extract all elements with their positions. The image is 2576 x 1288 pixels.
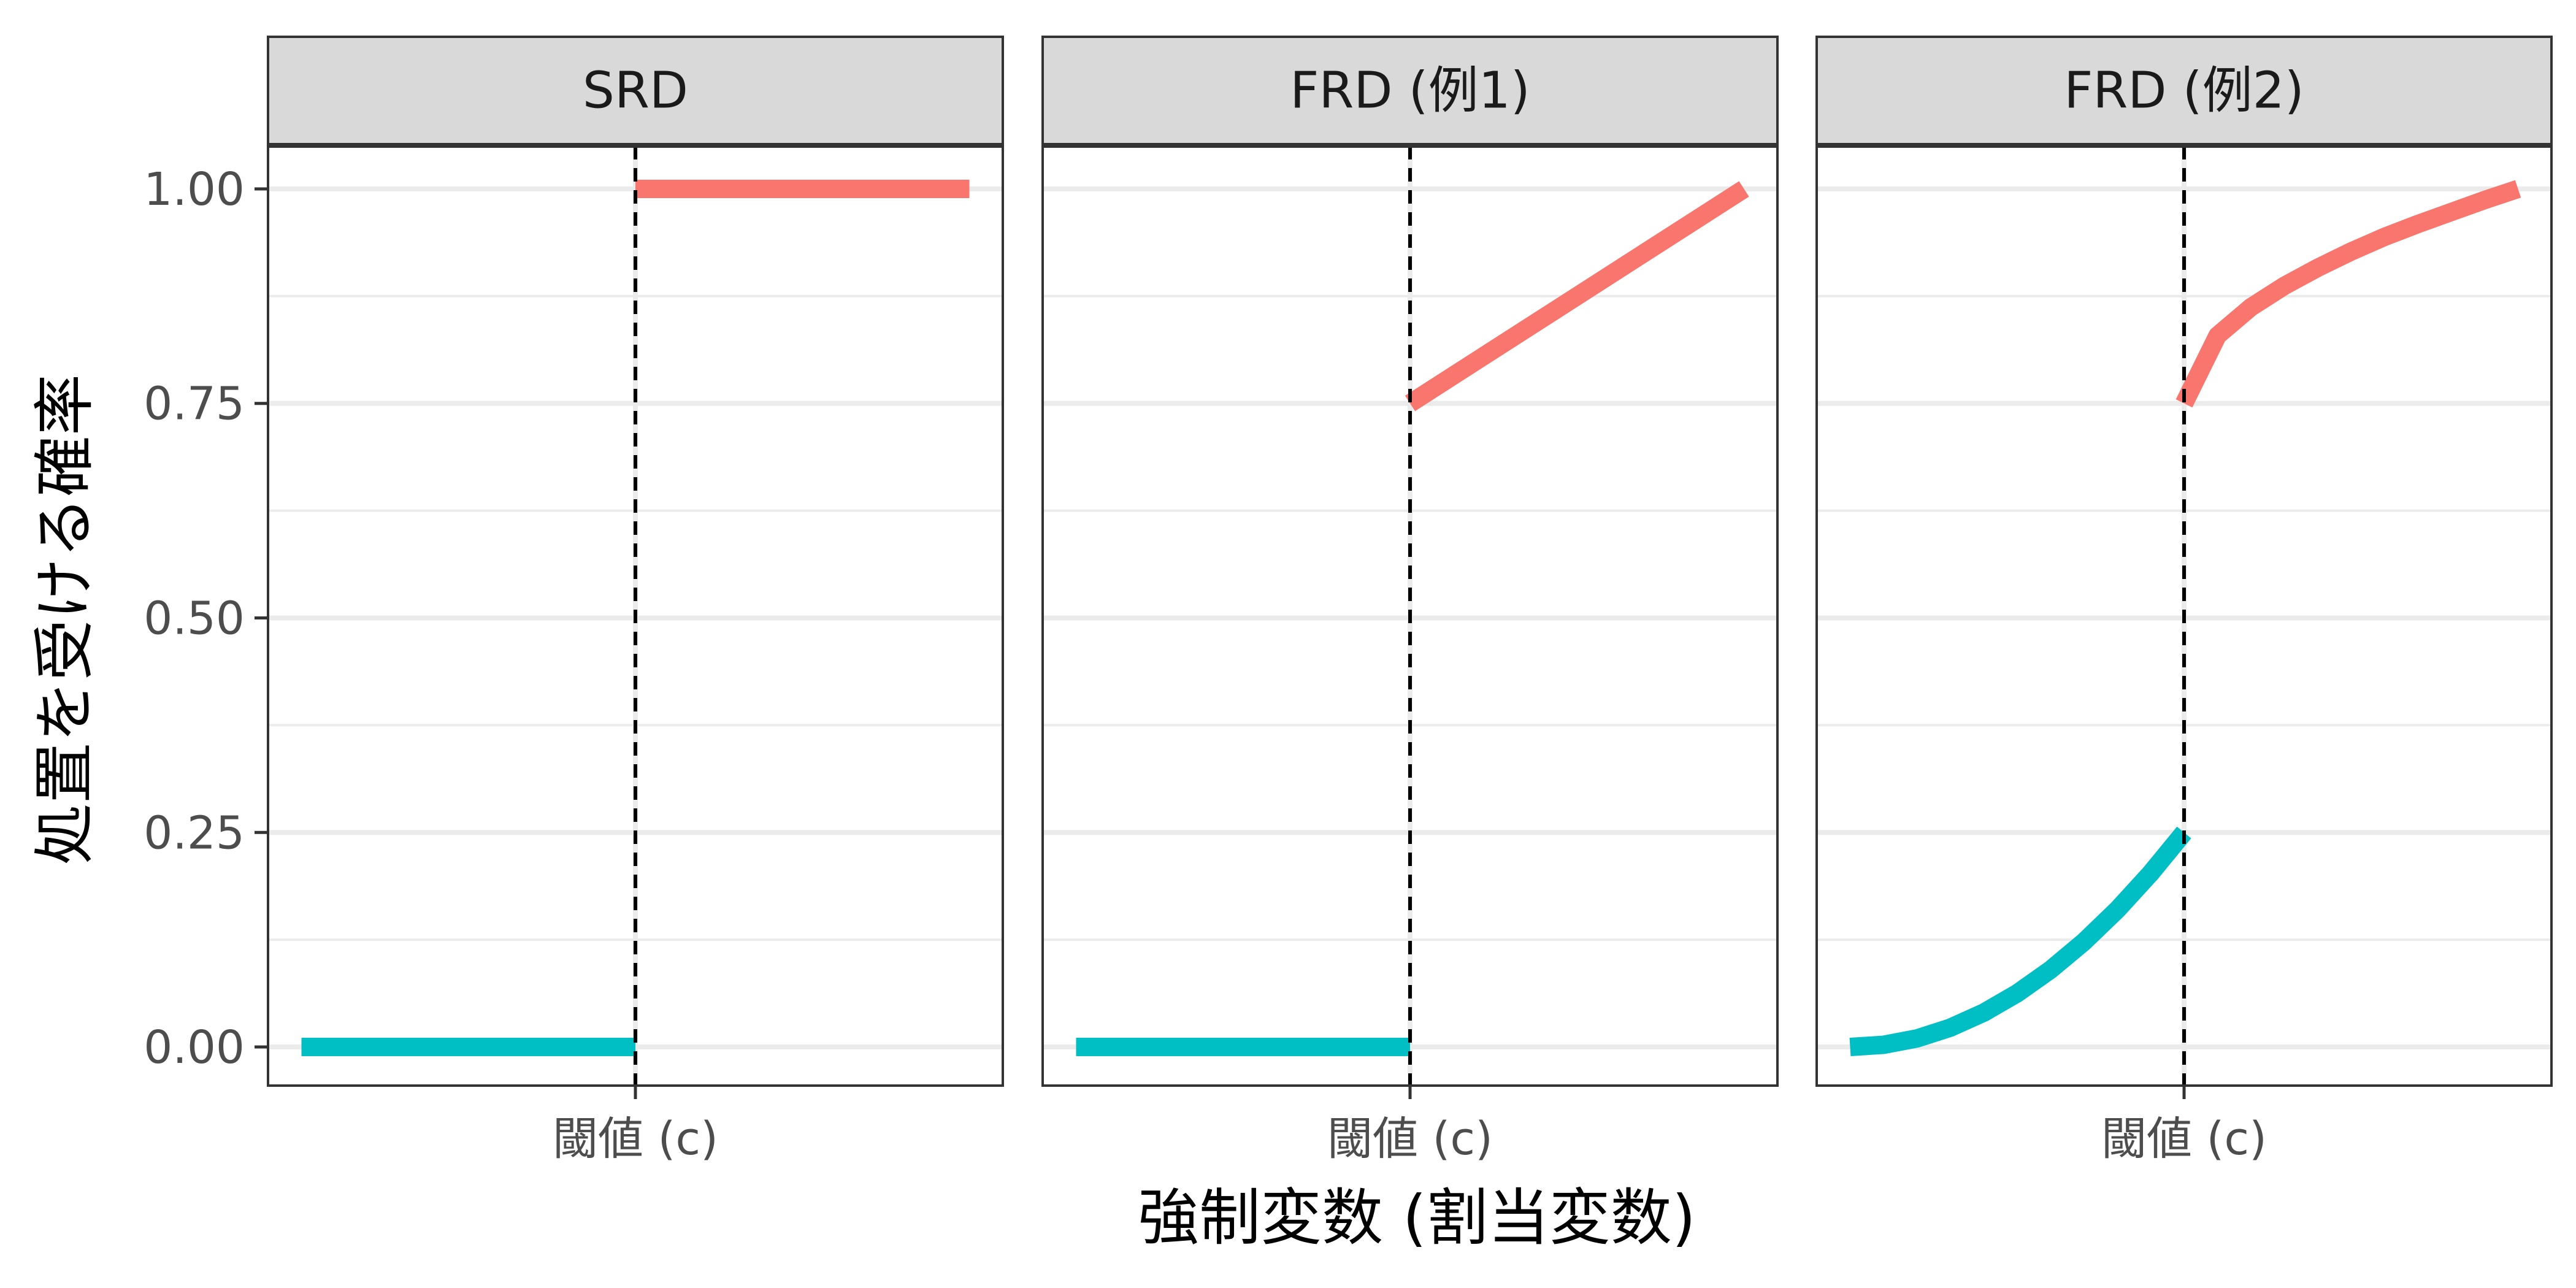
y-axis: 0.00 0.25 0.50 0.75 1.00: [144, 163, 268, 1074]
panels: SRD 閾値 (c) FRD (例1) 閾値 (c) FRD (例2) 閾値 (c): [267, 36, 2553, 1165]
series-line-above: [2175, 180, 2521, 408]
strip-title: SRD: [583, 62, 688, 120]
facet-panel-1: SRD 閾値 (c): [267, 36, 1004, 1165]
y-tick-label: 0.00: [144, 1021, 245, 1074]
strip-background: [1041, 36, 1779, 145]
y-axis-title: 処置を受ける確率: [29, 374, 101, 865]
x-tick-label: 閾値 (c): [2101, 1113, 2267, 1165]
strip-title: FRD (例2): [2064, 62, 2304, 120]
x-axis-title: 強制変数 (割当変数): [1138, 1182, 1696, 1254]
y-tick-label: 1.00: [144, 163, 245, 216]
strip-background: [1815, 36, 2553, 145]
series-line-below: [1849, 826, 2191, 1056]
x-tick-label: 閾値 (c): [553, 1113, 718, 1165]
facet-panel-2: FRD (例1) 閾値 (c): [1041, 36, 1779, 1165]
strip-background: [267, 36, 1004, 145]
y-tick-label: 0.50: [144, 592, 245, 645]
y-tick-label: 0.75: [144, 378, 245, 431]
y-tick-label: 0.25: [144, 807, 245, 859]
facet-panel-3: FRD (例2) 閾値 (c): [1815, 36, 2553, 1165]
series-line-above: [1405, 181, 1749, 412]
x-tick-label: 閾値 (c): [1327, 1113, 1493, 1165]
strip-title: FRD (例1): [1290, 62, 1530, 120]
